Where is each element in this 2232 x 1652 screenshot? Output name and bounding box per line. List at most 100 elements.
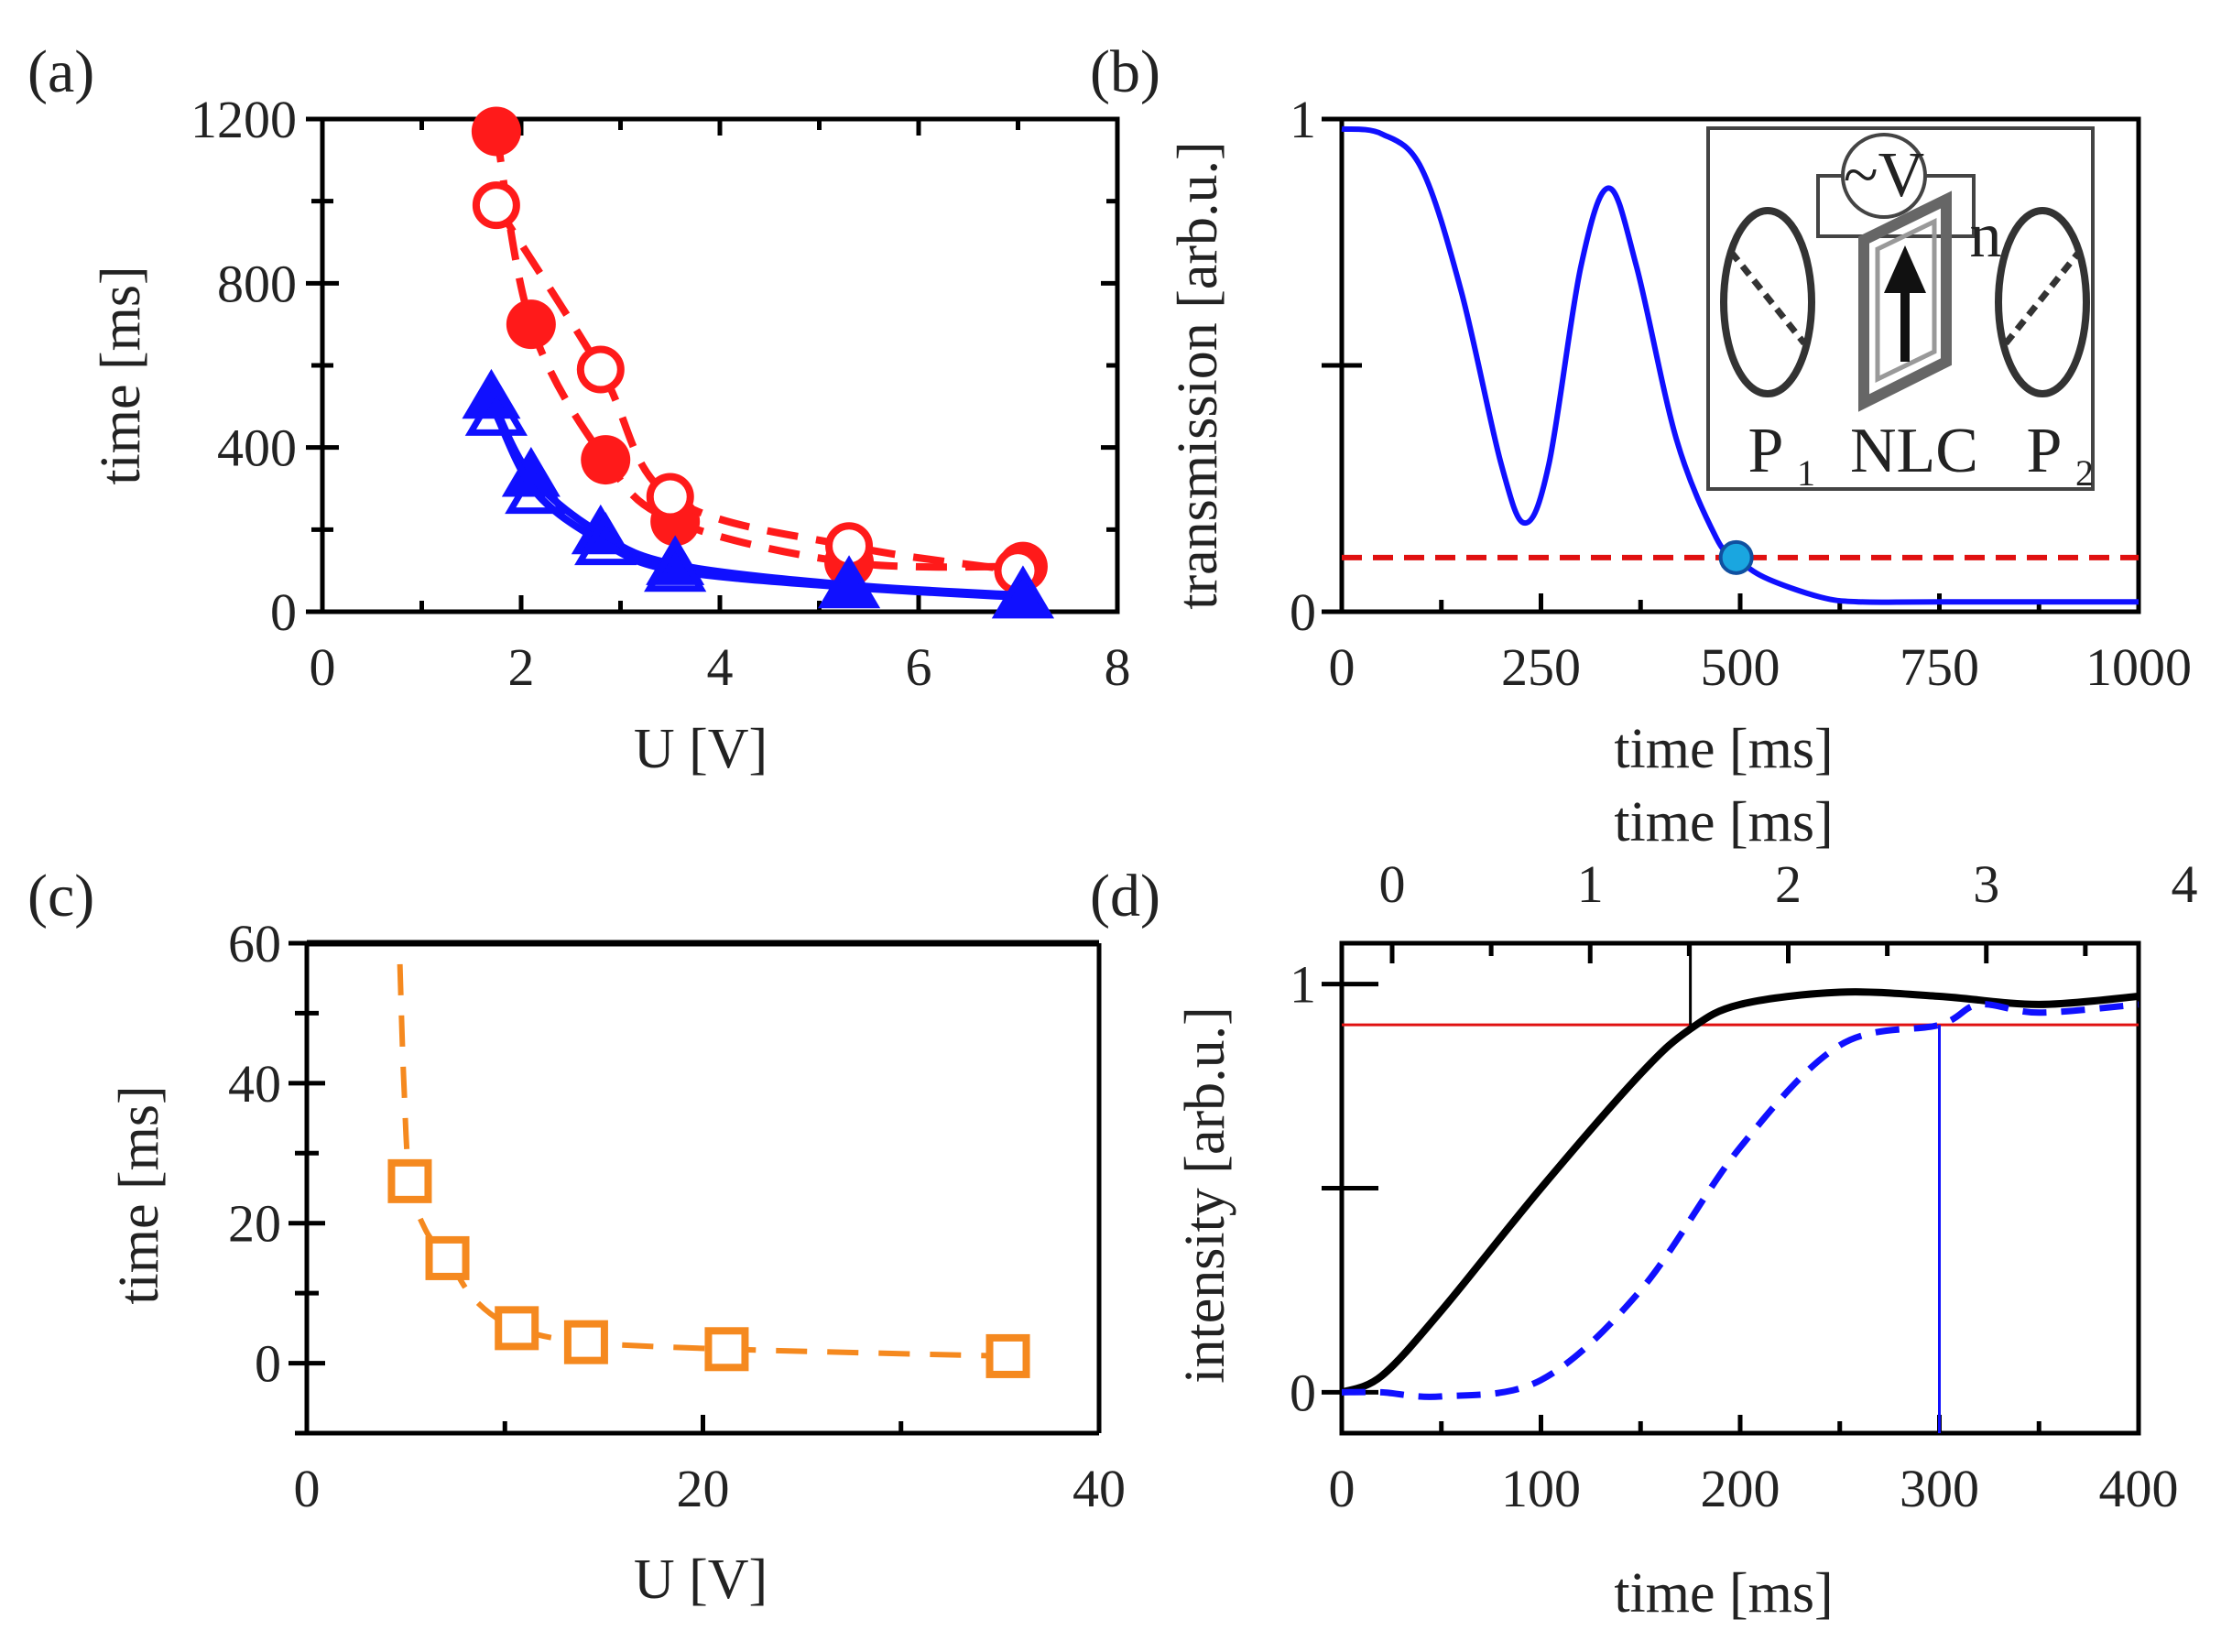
panel-c: (c) 0 20 40 0 20 40 60 U [V] time [ms] <box>27 863 1126 1611</box>
panel-a-marker-open-triangle <box>991 565 1055 619</box>
panel-a-marker-open-circle <box>576 345 625 394</box>
panel-c-dashed-fit <box>397 963 1008 1359</box>
panel-d-frame <box>1339 940 2141 1436</box>
panel-d-xlabel: time [ms] <box>1614 1562 1833 1625</box>
panel-a: (a) 0 2 4 6 8 0 400 800 1200 U [V] time [ms] <box>27 38 1131 780</box>
panel-a-xtick-label: 6 <box>906 637 932 697</box>
panel-d-xtick-label: 200 <box>1701 1459 1780 1518</box>
panel-a-ytick-label: 1200 <box>191 90 297 149</box>
panel-a-marker-filled-circle <box>506 299 556 350</box>
panel-b-crossing-point <box>1718 539 1754 575</box>
panel-a-ylabel: time [ms] <box>90 266 152 484</box>
panel-c-marker-open-square <box>563 1320 608 1364</box>
polarizer-1-label: P <box>1748 416 1784 486</box>
panel-c-xlabel: U [V] <box>634 1549 768 1611</box>
panel-a-ytick-label: 800 <box>217 254 297 313</box>
polarizer-2-axis <box>2003 249 2082 346</box>
panel-d-xtick-label: 400 <box>2099 1459 2179 1518</box>
nlc-cell-icon <box>1858 190 1952 412</box>
voltage-source-label: ~V <box>1844 140 1924 211</box>
panel-d-top-xtick-label: 4 <box>2172 854 2198 914</box>
panel-b-xlabel: time [ms] <box>1614 718 1833 780</box>
panel-c-xtick-label: 40 <box>1072 1459 1126 1518</box>
panel-a-marker-open-circle <box>472 181 520 230</box>
panel-a-ytick-label: 0 <box>270 582 297 642</box>
panel-a-series-line-0 <box>492 130 1024 571</box>
panel-a-series <box>462 106 1055 619</box>
panel-a-xtick-label: 8 <box>1105 637 1131 697</box>
panel-d-series <box>1340 943 2139 1433</box>
director-label: n <box>1970 201 2002 271</box>
panel-b-xtick-label: 1000 <box>2085 637 2192 697</box>
panel-a-marker-open-triangle <box>505 461 568 515</box>
panel-c-marker-open-square <box>704 1327 749 1372</box>
panel-a-frame <box>320 116 1120 614</box>
panel-c-marker-open-square <box>985 1333 1030 1378</box>
panel-d-xtick-label: 300 <box>1900 1459 1979 1518</box>
panel-d-top-xlabel: time [ms] <box>1614 791 1833 853</box>
panel-b-ticks: 0 250 500 750 1000 0 1 <box>1290 90 2192 697</box>
panel-a-marker-open-triangle <box>464 382 528 436</box>
polarizer-1-icon <box>1720 207 1815 397</box>
polarizer-1-subscript: 1 <box>1797 452 1815 494</box>
panel-c-ytick-label: 0 <box>255 1334 281 1394</box>
panel-b-ytick-label: 0 <box>1290 582 1316 642</box>
panel-b-inset: ~V n P 1 NLC P 2 <box>1706 126 2095 494</box>
panel-a-xtick-label: 2 <box>508 637 535 697</box>
panel-c-label: (c) <box>27 863 94 929</box>
panel-b-transmission-curve <box>1341 125 2139 605</box>
panel-b-series <box>1341 125 2139 605</box>
panel-a-marker-filled-circle <box>581 435 631 485</box>
panel-a-marker-filled-triangle <box>820 555 879 606</box>
panel-d-top-xtick-label: 3 <box>1973 854 1999 914</box>
panel-a-marker-open-triangle <box>817 555 881 609</box>
panel-a-marker-open-triangle <box>574 512 637 566</box>
panel-a-marker-open-circle <box>646 473 694 521</box>
panel-a-xlabel: U [V] <box>634 718 768 780</box>
nlc-cell-inner <box>1875 218 1937 383</box>
panel-c-marker-open-square <box>495 1306 539 1351</box>
panel-a-marker-filled-triangle <box>993 566 1052 616</box>
polarizer-2-icon <box>1995 207 2090 397</box>
panel-c-ticks: 0 20 40 0 20 40 60 <box>228 914 1126 1518</box>
panel-c-marker-open-square <box>425 1235 470 1280</box>
panel-a-label: (a) <box>27 38 94 105</box>
panel-a-ytick-label: 400 <box>217 418 297 478</box>
panel-a-plot-frame <box>320 116 1120 614</box>
panel-d-top-xtick-label: 1 <box>1577 854 1604 914</box>
panel-c-ytick-label: 40 <box>228 1054 281 1114</box>
director-arrow-icon <box>1884 245 1926 293</box>
panel-d-top-xtick-label: 2 <box>1775 854 1802 914</box>
panel-a-xtick-label: 0 <box>310 637 336 697</box>
panel-d: (d) time [ms] 0 100 200 300 400 0 1 2 3 4 0 1 time … <box>1090 791 2198 1625</box>
panel-c-ylabel: time [ms] <box>108 1085 170 1304</box>
panel-b: (b) 0 250 500 750 1000 0 1 time [ms] transmiss… <box>1090 38 2192 780</box>
panel-d-series-line-1 <box>1341 1001 2139 1400</box>
panel-c-series <box>387 963 1030 1378</box>
panel-b-xtick-label: 0 <box>1329 637 1356 697</box>
panel-b-xtick-label: 750 <box>1900 637 1979 697</box>
panel-c-xtick-label: 20 <box>677 1459 730 1518</box>
nlc-label: NLC <box>1850 416 1978 486</box>
panel-a-xtick-label: 4 <box>707 637 734 697</box>
panel-d-ticks: 0 100 200 300 400 0 1 2 3 4 0 1 <box>1290 854 2198 1518</box>
panel-c-ytick-label: 20 <box>228 1194 281 1254</box>
panel-d-ytick-label: 1 <box>1290 955 1316 1015</box>
panel-d-xtick-label: 0 <box>1329 1459 1356 1518</box>
panel-c-marker-open-square <box>387 1158 432 1203</box>
panel-d-top-xtick-label: 0 <box>1379 854 1406 914</box>
panel-a-marker-open-triangle <box>644 538 707 592</box>
panel-d-xtick-label: 100 <box>1501 1459 1581 1518</box>
panel-b-ylabel: transmission [arb.u.] <box>1167 141 1229 609</box>
panel-a-series-line-1 <box>493 203 1019 575</box>
panel-d-plot-frame <box>1339 940 2141 1436</box>
panel-c-xtick-label: 0 <box>294 1459 321 1518</box>
polarizer-2-label: P <box>2027 416 2063 486</box>
panel-d-ylabel: intensity [arb.u.] <box>1174 1006 1236 1384</box>
panel-c-ytick-label: 60 <box>228 914 281 973</box>
panel-b-xtick-label: 500 <box>1701 637 1780 697</box>
panel-a-marker-filled-circle <box>471 106 521 157</box>
panel-a-ticks: 0 2 4 6 8 0 400 800 1200 <box>191 90 1131 697</box>
voltage-source-icon <box>1841 133 1927 219</box>
